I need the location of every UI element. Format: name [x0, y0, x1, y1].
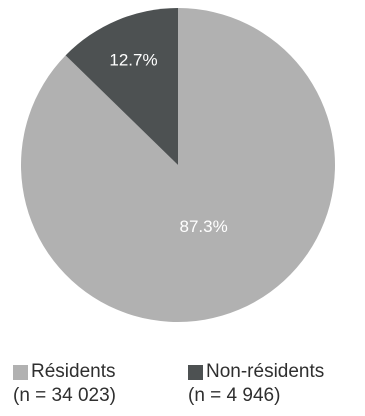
legend: Résidents (n = 34 023) Non-résidents (n … — [0, 360, 365, 416]
pie-label-non-residents: 12.7% — [109, 50, 157, 69]
legend-item-non-residents: Non-résidents (n = 4 946) — [188, 360, 324, 408]
pie-slice-residents — [21, 8, 336, 322]
pie-label-residents: 87.3% — [180, 217, 228, 236]
legend-label-non-residents: Non-résidents — [206, 361, 325, 382]
pie-slice-non-residents — [65, 8, 178, 165]
legend-swatch-non-residents — [188, 364, 203, 380]
pie-slices — [21, 8, 336, 322]
legend-count-non-residents: (n = 4 946) — [188, 385, 281, 406]
legend-item-residents: Résidents (n = 34 023) — [13, 360, 116, 408]
legend-label-residents: Résidents — [31, 361, 116, 382]
pie-chart: 87.3% 12.7% — [21, 8, 336, 322]
legend-swatch-residents — [13, 364, 28, 380]
legend-count-residents: (n = 34 023) — [13, 385, 116, 406]
pie-slice-labels: 87.3% 12.7% — [109, 50, 227, 235]
